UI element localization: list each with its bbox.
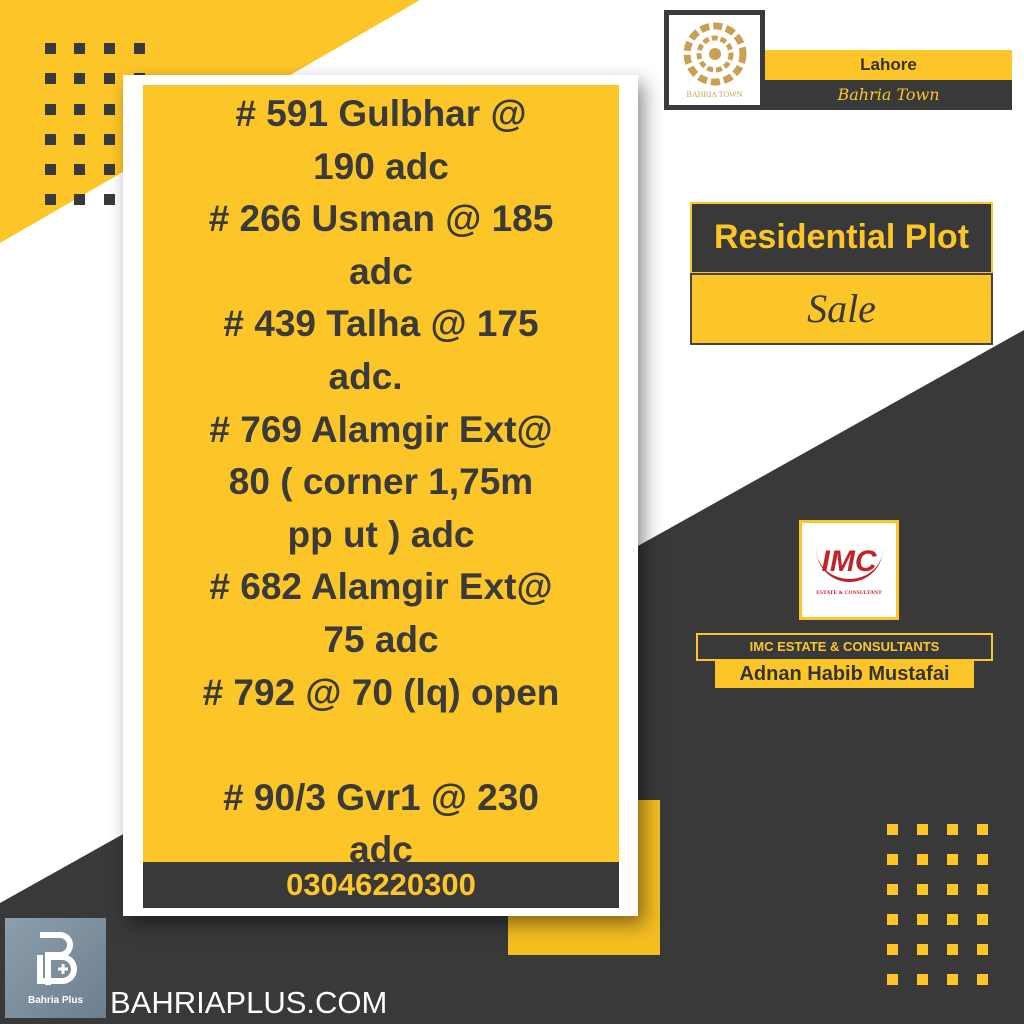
decor-dot [74,73,85,84]
listing-line: # 769 Alamgir Ext@ [209,408,553,450]
listing-line: # 439 Talha @ 175 [223,303,539,345]
listing-line: # 682 Alamgir Ext@ [209,566,553,608]
decor-dot [45,104,56,115]
decor-dot [74,194,85,205]
decor-dot [977,944,988,955]
decor-dot [45,134,56,145]
imc-logo-subtitle: ESTATE & CONSULTANT [816,589,882,596]
listing-line: adc. [328,355,434,397]
listing-line: adc [349,250,413,292]
decor-dot [917,884,928,895]
decor-dot [104,134,115,145]
listing-line: # 90/3 Gvr1 @ 230 [223,776,539,818]
decor-dot [104,43,115,54]
decor-dot [947,824,958,835]
decor-dot [104,104,115,115]
decor-dot [947,944,958,955]
imc-logo: IMC ESTATE & CONSULTANT [799,520,899,620]
decor-dot [45,194,56,205]
listing-line: # 266 Usman @ 185 [208,198,554,240]
decor-dot [977,824,988,835]
decor-dot [45,164,56,175]
bahria-plus-logo-text: Bahria Plus [27,994,84,1006]
decor-dot [917,914,928,925]
bahria-town-emblem-icon [683,22,746,85]
decor-dot [887,884,898,895]
bahria-town-logo-text: BAHRIA TOWN [686,89,743,99]
decor-dot [977,854,988,865]
listing-line: # 591 Gulbhar @ [235,93,527,134]
listing-line [143,719,619,772]
decor-dot [977,884,988,895]
agent-name: Adnan Habib Mustafai [715,661,974,688]
decor-dot [74,104,85,115]
category-title: Residential Plot [690,202,993,274]
phone-number[interactable]: 03046220300 [143,862,619,908]
decor-dot [887,974,898,985]
imc-logo-text: IMC [815,545,883,582]
website-link[interactable]: BAHRIAPLUS.COM [110,985,388,1020]
decor-dot [947,884,958,895]
decor-dot [917,944,928,955]
listing-line: 190 adc [313,145,449,187]
decor-dot [917,854,928,865]
decor-dot [977,914,988,925]
decor-dot [134,43,145,54]
decor-dot [887,914,898,925]
decor-dot [104,73,115,84]
decor-dot [45,73,56,84]
decor-dot [917,824,928,835]
agency-name: IMC ESTATE & CONSULTANTS [696,633,993,661]
city-label: Lahore [765,50,1012,80]
decor-dot [887,944,898,955]
bahria-town-logo: BAHRIA TOWN [664,10,765,110]
listing-line: # 792 @ 70 (lq) open [202,671,560,713]
decor-dot [947,914,958,925]
decor-dot [887,854,898,865]
decor-dot [977,974,988,985]
listing-text: # 591 Gulbhar @ 190 adc # 266 Usman @ 185 a… [143,85,619,870]
listing-line: pp ut ) adc [287,513,475,555]
decor-dot [917,974,928,985]
decor-dot [45,43,56,54]
project-label: Bahria Town [765,80,1012,110]
decor-dot [74,164,85,175]
bahria-plus-emblem-icon [36,931,77,985]
decor-dot [74,134,85,145]
decor-dot [947,974,958,985]
decor-dot [104,194,115,205]
listing-line: 80 ( corner 1,75m [228,461,534,503]
decor-dot [887,824,898,835]
decor-dot [104,164,115,175]
listing-line: 75 adc [323,618,439,660]
decor-dot [74,43,85,54]
bahria-plus-logo: Bahria Plus [5,918,106,1018]
listing-type: Sale [690,273,993,345]
decor-dot [947,854,958,865]
